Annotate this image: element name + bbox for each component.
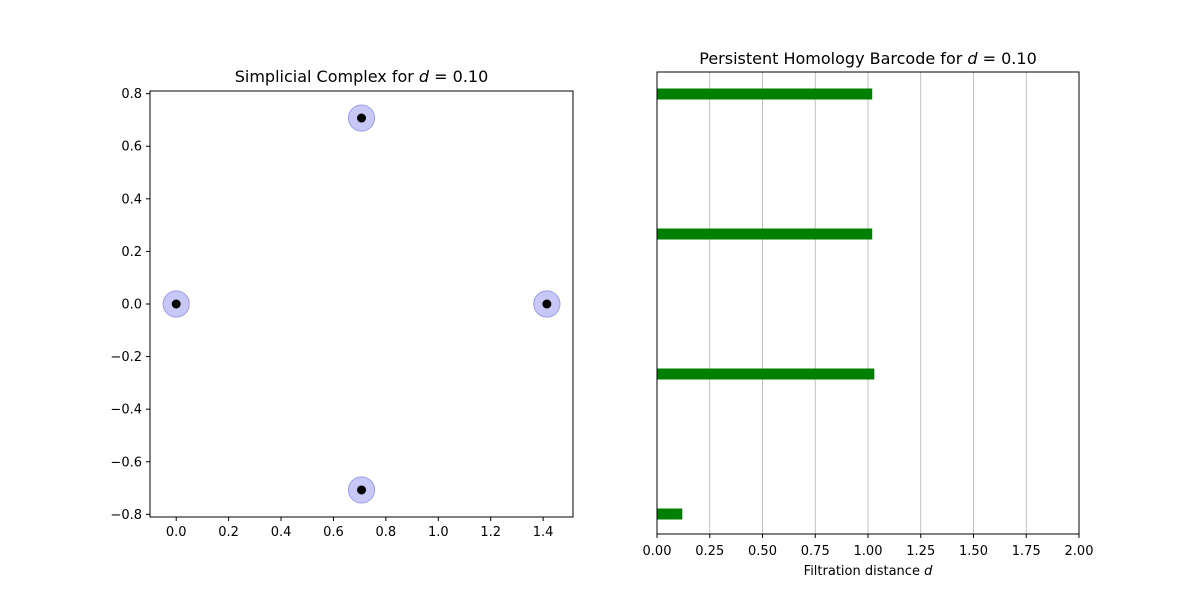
left-y-tick-label: 0.2 bbox=[121, 245, 142, 260]
right-xlabel-var: d bbox=[924, 564, 933, 579]
right-bars-layer bbox=[657, 88, 875, 520]
right-x-tick-label: 1.00 bbox=[854, 544, 883, 559]
left-points-layer bbox=[171, 113, 552, 495]
right-title-var: d bbox=[967, 49, 978, 68]
left-y-tick-label: −0.4 bbox=[110, 403, 142, 418]
barcode-bar-3 bbox=[657, 508, 683, 520]
barcode-chart: Persistent Homology Barcode for d = 0.10… bbox=[643, 49, 1094, 579]
left-x-tick-label: 0.4 bbox=[271, 525, 292, 540]
right-x-tick-label: 1.50 bbox=[959, 544, 988, 559]
right-x-tick-label: 1.25 bbox=[906, 544, 935, 559]
right-x-tick-label: 0.25 bbox=[695, 544, 724, 559]
left-y-axis-ticks: 0.8 0.6 0.4 0.2 0.0 −0.2 −0.4 −0.6 −0.8 bbox=[110, 87, 150, 523]
right-xlabel-prefix: Filtration distance bbox=[804, 564, 924, 579]
right-title-prefix: Persistent Homology Barcode for bbox=[699, 49, 967, 68]
left-y-tick-label: −0.2 bbox=[110, 350, 142, 365]
left-y-tick-label: 0.6 bbox=[121, 140, 142, 155]
right-x-tick-label: 0.75 bbox=[801, 544, 830, 559]
left-chart-title: Simplicial Complex for d = 0.10 bbox=[235, 67, 489, 86]
right-x-tick-label: 2.00 bbox=[1065, 544, 1094, 559]
left-title-var: d bbox=[419, 67, 430, 86]
left-title-prefix: Simplicial Complex for bbox=[235, 67, 419, 86]
left-y-tick-label: 0.4 bbox=[121, 192, 142, 207]
left-x-tick-label: 0.8 bbox=[376, 525, 397, 540]
left-x-tick-label: 1.0 bbox=[428, 525, 449, 540]
left-y-tick-label: −0.6 bbox=[110, 455, 142, 470]
point-1 bbox=[357, 113, 367, 123]
left-y-tick-label: 0.8 bbox=[121, 87, 142, 102]
simplicial-complex-chart: Simplicial Complex for d = 0.10 0.0 0.2 0.… bbox=[110, 67, 574, 540]
barcode-bar-2 bbox=[657, 368, 875, 380]
left-title-value: = 0.10 bbox=[429, 67, 488, 86]
left-x-tick-label: 1.4 bbox=[533, 525, 554, 540]
point-2 bbox=[542, 299, 552, 309]
point-3 bbox=[357, 485, 367, 495]
left-y-tick-label: 0.0 bbox=[121, 298, 142, 313]
left-x-tick-label: 1.2 bbox=[480, 525, 501, 540]
left-x-axis-ticks: 0.0 0.2 0.4 0.6 0.8 1.0 1.2 1.4 bbox=[166, 517, 554, 540]
barcode-bar-1 bbox=[657, 228, 873, 240]
right-x-axis-ticks: 0.00 0.25 0.50 0.75 1.00 1.25 1.50 1.75 2.00 bbox=[643, 534, 1094, 559]
right-x-tick-label: 0.50 bbox=[748, 544, 777, 559]
right-title-value: = 0.10 bbox=[978, 49, 1037, 68]
right-x-tick-label: 1.75 bbox=[1012, 544, 1041, 559]
left-y-tick-label: −0.8 bbox=[110, 508, 142, 523]
left-plot-frame bbox=[149, 90, 574, 518]
right-plot-frame bbox=[656, 71, 1080, 535]
left-x-tick-label: 0.6 bbox=[323, 525, 344, 540]
left-x-tick-label: 0.0 bbox=[166, 525, 187, 540]
right-x-tick-label: 0.00 bbox=[643, 544, 672, 559]
barcode-bar-0 bbox=[657, 88, 873, 100]
point-0 bbox=[171, 299, 181, 309]
left-x-tick-label: 0.2 bbox=[218, 525, 239, 540]
right-chart-title: Persistent Homology Barcode for d = 0.10 bbox=[699, 49, 1037, 68]
right-x-axis-label: Filtration distance d bbox=[804, 564, 933, 579]
